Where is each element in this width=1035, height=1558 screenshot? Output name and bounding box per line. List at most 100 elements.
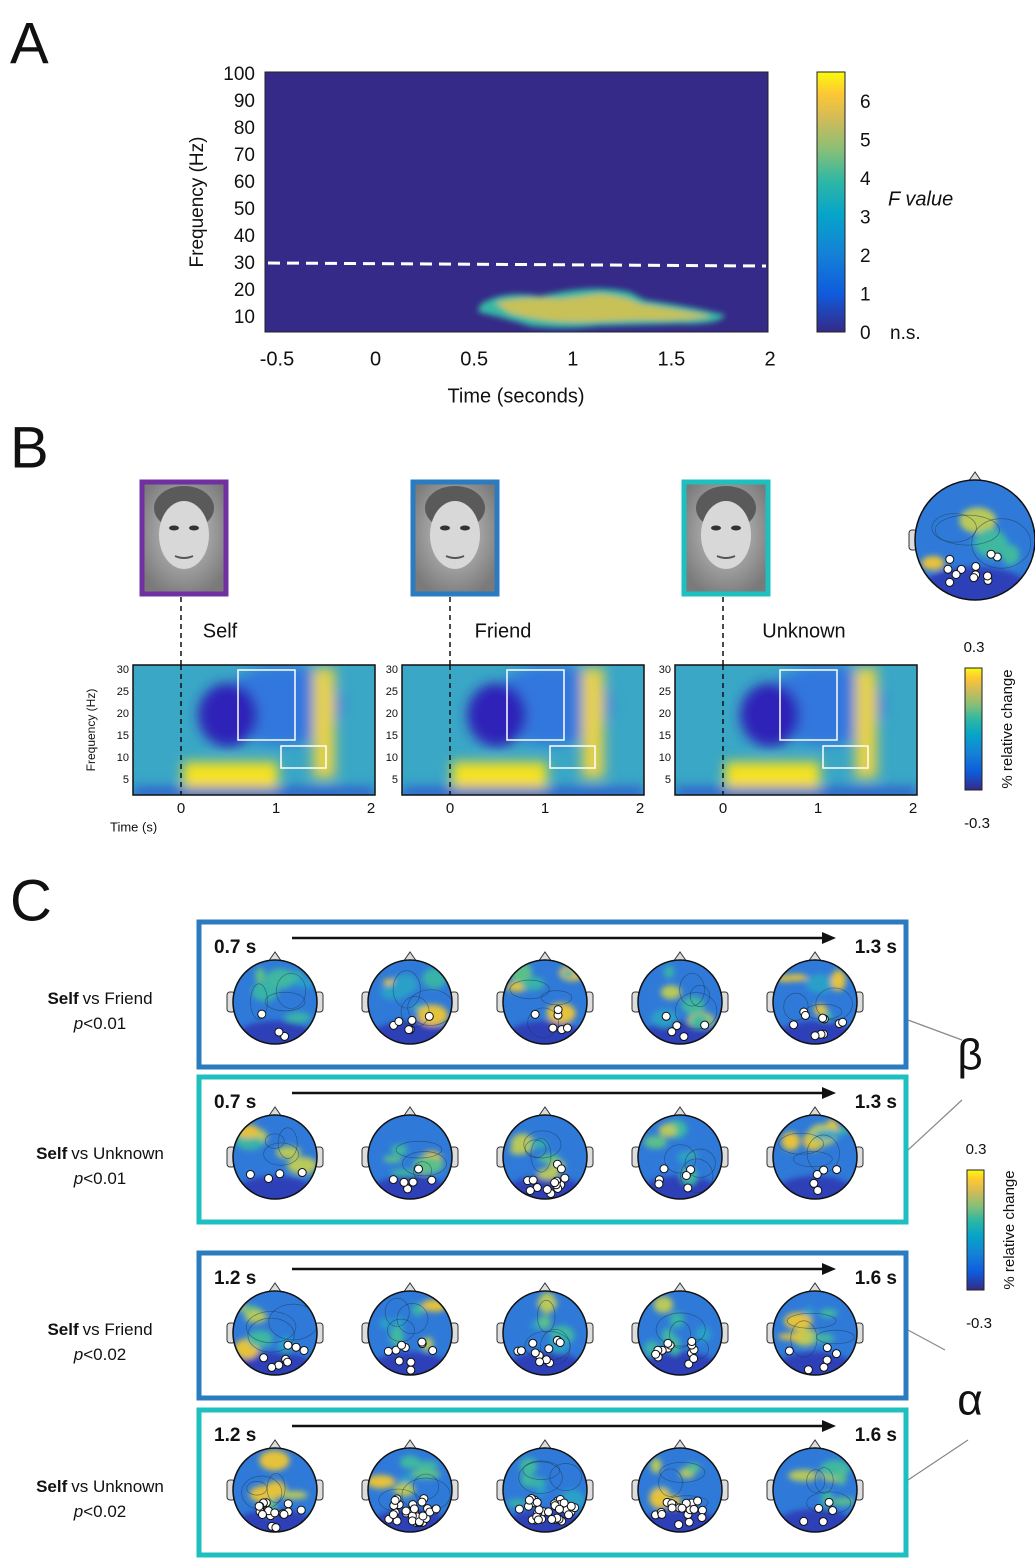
head-outline bbox=[502, 1447, 588, 1533]
electrode bbox=[683, 1183, 693, 1193]
blob bbox=[788, 1469, 819, 1482]
electrode bbox=[659, 1164, 669, 1174]
electrode bbox=[414, 1164, 424, 1174]
time-start: 1.2 s bbox=[214, 1425, 256, 1446]
contrast-first: Self bbox=[36, 1144, 68, 1163]
electrode bbox=[254, 1501, 264, 1511]
arrow-head bbox=[822, 1420, 836, 1432]
electrode bbox=[679, 1032, 689, 1042]
electrode bbox=[279, 1509, 289, 1519]
electrode bbox=[270, 1508, 280, 1518]
head-outline bbox=[502, 959, 588, 1045]
condition-label: Friend bbox=[475, 620, 532, 642]
colorbar-min: -0.3 bbox=[966, 1315, 992, 1332]
contour bbox=[268, 1303, 317, 1341]
electrode bbox=[283, 1357, 293, 1367]
yellow-streak bbox=[582, 668, 604, 778]
electrode bbox=[257, 1509, 267, 1519]
electrode bbox=[404, 1025, 414, 1035]
electrode bbox=[687, 1337, 697, 1347]
x-tick-label: 1 bbox=[567, 348, 578, 370]
electrode bbox=[971, 561, 981, 571]
p-symbol: p bbox=[73, 1169, 83, 1188]
electrode bbox=[566, 1501, 576, 1511]
heatmap bbox=[264, 71, 769, 333]
blob bbox=[537, 1315, 552, 1330]
y-tick-label: 80 bbox=[234, 118, 255, 139]
contour bbox=[250, 983, 268, 1020]
arrow-head bbox=[822, 932, 836, 944]
electrode bbox=[819, 1362, 829, 1372]
electrode bbox=[514, 1504, 524, 1514]
blob bbox=[685, 1463, 701, 1474]
spectrogram bbox=[675, 665, 917, 795]
blob bbox=[411, 1303, 425, 1317]
contrast-first: Self bbox=[36, 1477, 68, 1496]
blob bbox=[660, 985, 682, 1000]
electrode bbox=[651, 1349, 661, 1359]
roi-box bbox=[506, 669, 565, 741]
panel-label: B bbox=[10, 415, 49, 480]
electrode bbox=[528, 1175, 538, 1185]
head-outline bbox=[367, 959, 453, 1045]
contour bbox=[815, 987, 853, 1021]
blob bbox=[681, 996, 705, 1015]
topomap-fill bbox=[368, 1115, 452, 1199]
blob bbox=[400, 1455, 420, 1469]
topomap-fill bbox=[233, 1115, 317, 1199]
electrode bbox=[681, 1171, 691, 1181]
x-tick-label: 2 bbox=[367, 800, 375, 817]
blob bbox=[663, 965, 675, 979]
y-tick-label: 30 bbox=[659, 664, 671, 676]
blob bbox=[784, 974, 808, 982]
topomap bbox=[496, 1106, 594, 1200]
colorbar-tick-label: 4 bbox=[860, 169, 871, 190]
topomap bbox=[766, 1282, 864, 1376]
electrode bbox=[407, 1015, 417, 1025]
contrast-label: Self vs Friend bbox=[47, 1320, 152, 1339]
contour bbox=[247, 1317, 295, 1353]
x-tick-label: -0.5 bbox=[260, 348, 294, 370]
bottom-blue bbox=[133, 788, 375, 795]
blob bbox=[398, 1474, 414, 1484]
electrode bbox=[296, 1505, 306, 1515]
contour bbox=[527, 1007, 560, 1038]
electrode bbox=[672, 1021, 682, 1031]
blob bbox=[805, 973, 835, 993]
roi-box bbox=[280, 745, 327, 769]
topomap bbox=[361, 1106, 459, 1200]
electrode bbox=[383, 1346, 393, 1356]
blob bbox=[284, 1012, 311, 1023]
blob-dark bbox=[507, 1020, 583, 1044]
contrast-label: Self vs Unknown bbox=[36, 1144, 164, 1163]
blob bbox=[781, 1132, 801, 1151]
contour bbox=[684, 1148, 716, 1178]
blob bbox=[249, 1485, 280, 1503]
blob bbox=[259, 1450, 290, 1471]
y-tick-label: 20 bbox=[234, 280, 255, 301]
colorbar-tick-label: 1 bbox=[860, 285, 871, 306]
electrode bbox=[951, 569, 961, 579]
blob bbox=[819, 1308, 838, 1318]
topomap bbox=[766, 1106, 864, 1200]
face-photo bbox=[681, 479, 771, 597]
electrode bbox=[822, 1343, 832, 1353]
yellow-band bbox=[183, 762, 278, 790]
x-axis-label: Time (s) bbox=[110, 819, 157, 834]
blob bbox=[561, 969, 575, 978]
electrode bbox=[547, 1514, 557, 1524]
head-outline bbox=[232, 959, 318, 1045]
roi-box bbox=[779, 669, 838, 741]
dashed-line bbox=[267, 261, 767, 268]
x-tick-label: 2 bbox=[909, 800, 917, 817]
contour bbox=[655, 1312, 706, 1347]
electrode bbox=[299, 1345, 309, 1355]
electrode bbox=[555, 1338, 565, 1348]
electrode bbox=[564, 1510, 574, 1520]
head-outline bbox=[637, 1114, 723, 1200]
colorbar-ns: n.s. bbox=[890, 323, 921, 344]
electrode bbox=[257, 1009, 267, 1019]
topomap bbox=[631, 951, 729, 1045]
contour bbox=[790, 1320, 818, 1358]
contour bbox=[806, 1491, 852, 1515]
